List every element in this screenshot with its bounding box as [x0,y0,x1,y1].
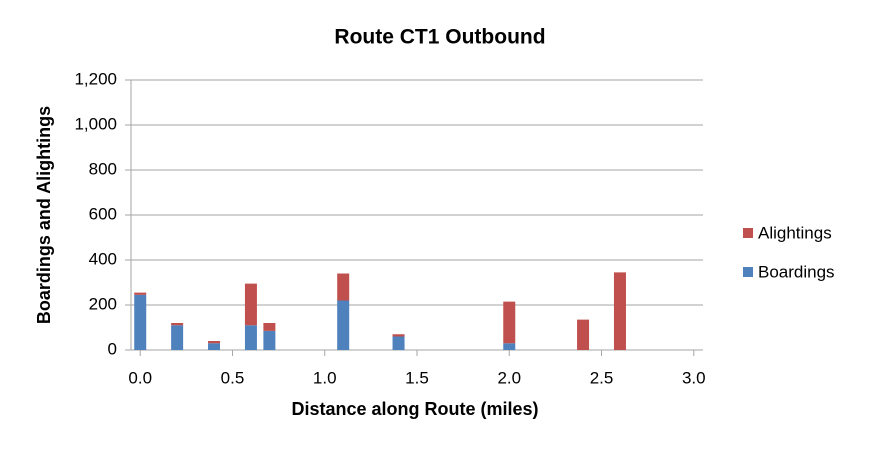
x-tick-label: 3.0 [682,368,706,387]
bar-segment [613,272,626,350]
y-tick-label: 400 [89,249,117,268]
bar-segment [263,330,276,350]
bar-segment [392,334,405,337]
bar-segment [503,343,516,350]
chart-title: Route CT1 Outbound [334,26,545,49]
bar-segment [244,325,257,350]
y-axis-title: Boardings and Alightings [34,106,54,324]
bar-segment [171,323,184,326]
bar-segment [337,273,350,301]
bar-segment [392,336,405,350]
x-tick-label: 1.5 [405,368,429,387]
y-tick-label: 1,000 [74,114,117,133]
x-tick-label: 2.5 [590,368,614,387]
x-tick-label: 0.0 [128,368,152,387]
bar-segment [134,292,147,295]
bar-segment [577,319,590,350]
bar-segment [171,325,184,350]
y-tick-label: 800 [89,159,117,178]
bar-segment [337,300,350,350]
x-axis-title: Distance along Route (miles) [291,399,538,419]
legend-label: Boardings [758,262,835,281]
legend-swatch [743,267,753,277]
x-tick-label: 0.5 [221,368,245,387]
bar-segment [503,301,516,344]
y-tick-label: 0 [108,339,117,358]
legend-label: Alightings [758,223,832,242]
bar-segment [244,283,257,326]
bar-segment [208,343,221,350]
y-tick-label: 600 [89,204,117,223]
bar-segment [263,323,276,331]
legend-swatch [743,228,753,238]
x-tick-label: 2.0 [497,368,521,387]
y-tick-label: 200 [89,294,117,313]
y-tick-label: 1,200 [74,69,117,88]
bar-segment [208,341,221,344]
bar-segment [134,294,147,350]
x-tick-label: 1.0 [313,368,337,387]
